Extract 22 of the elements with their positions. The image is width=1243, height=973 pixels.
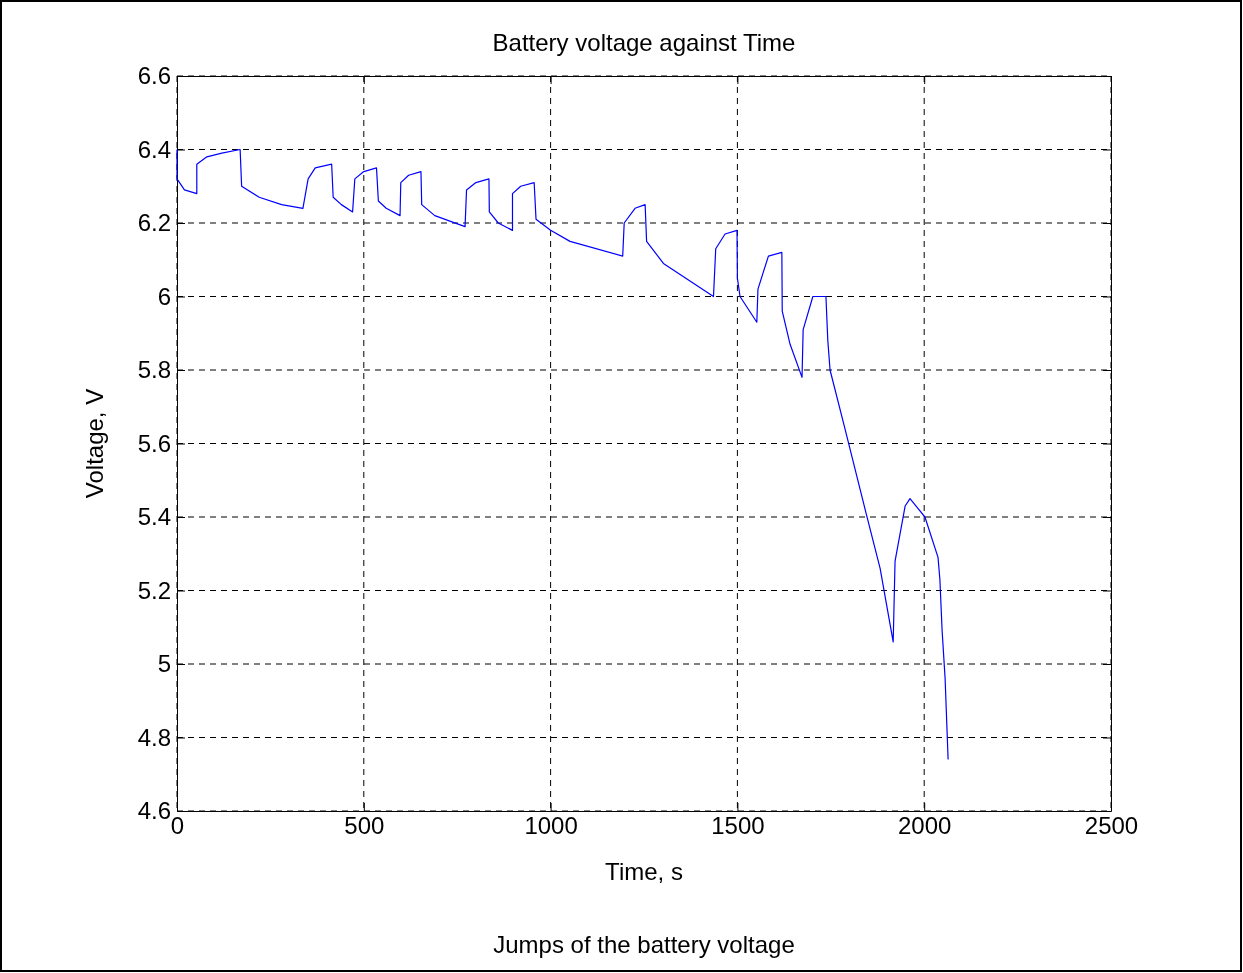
y-tick-label: 4.8 xyxy=(137,723,171,751)
y-tick-label: 5.8 xyxy=(137,356,171,384)
y-tick-label: 6.2 xyxy=(137,209,171,237)
x-axis-title: Time, s xyxy=(605,858,683,885)
chart-title: Battery voltage against Time xyxy=(492,29,796,56)
x-tick-label: 500 xyxy=(344,812,385,840)
y-tick-label: 5.2 xyxy=(137,576,171,604)
y-axis-title: Voltage, V xyxy=(81,388,108,499)
y-tick-label: 6.6 xyxy=(137,62,171,90)
x-tick-label: 1000 xyxy=(524,812,578,840)
x-tick-label: 0 xyxy=(170,812,185,840)
x-tick-label: 1500 xyxy=(711,812,765,840)
text: Jumps of the battery voltage xyxy=(493,931,795,958)
line-series xyxy=(176,148,949,761)
y-tick-label: 5.6 xyxy=(137,429,171,457)
y-tick-label: 5 xyxy=(157,650,171,678)
y-tick-label: 6 xyxy=(157,282,171,310)
y-tick-label: 6.4 xyxy=(137,135,171,163)
x-tick-label: 2000 xyxy=(898,812,952,840)
y-tick-label: 4.6 xyxy=(137,797,171,825)
y-tick-label: 5.4 xyxy=(137,503,171,531)
x-tick-label: 2500 xyxy=(1084,812,1139,840)
